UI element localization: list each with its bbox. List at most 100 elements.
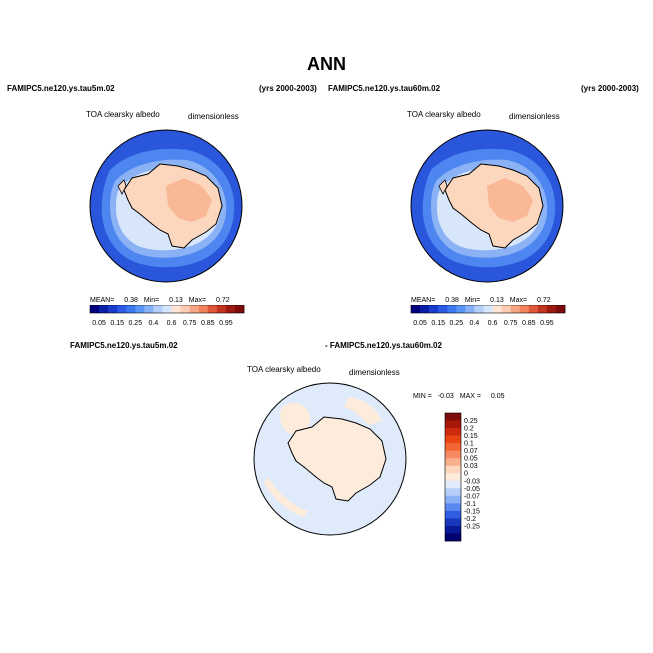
colorbar-tick-label: -0.03 (464, 478, 480, 485)
colorbar-swatch (445, 443, 461, 451)
colorbar-swatch (180, 305, 190, 313)
min-value: 0.13 (490, 297, 504, 304)
colorbar-tick-label: 0.25 (128, 320, 142, 327)
east-antarctic-plateau (166, 178, 212, 222)
colorbar-swatch (420, 305, 430, 313)
max-value: 0.05 (490, 393, 505, 400)
page-title: ANN (307, 54, 346, 74)
colorbar-tick-label: -0.15 (464, 508, 480, 515)
colorbar-tick-label: 0.05 (413, 320, 427, 327)
min-value: 0.13 (169, 297, 183, 304)
panel2-variable: TOA clearsky albedo (407, 110, 481, 119)
panel1-variable: TOA clearsky albedo (86, 110, 160, 119)
colorbar-swatch (207, 305, 218, 313)
colorbar-tick-label: 0.2 (464, 426, 474, 433)
colorbar-swatch (438, 305, 448, 313)
colorbar-tick-label: 0.75 (183, 320, 197, 327)
colorbar-tick-label: -0.2 (464, 516, 476, 523)
colorbar-swatch (445, 413, 461, 421)
colorbar-tick-label: -0.25 (464, 523, 480, 530)
colorbar-tick-label: -0.05 (464, 486, 480, 493)
colorbar-swatch (117, 305, 127, 313)
colorbar-swatch (474, 305, 484, 313)
colorbar-swatch (445, 488, 461, 497)
ocean-positive-patch (264, 477, 308, 517)
colorbar-swatch (189, 305, 200, 313)
max-label: Max= (509, 297, 528, 304)
min-label: Min= (464, 297, 481, 304)
colorbar-tick-label: 0.85 (201, 320, 215, 327)
colorbar-tick-label: 0.4 (149, 320, 159, 327)
colorbar-swatch (519, 305, 530, 313)
mean-value: 0.38 (124, 297, 138, 304)
colorbar-swatch (528, 305, 539, 313)
colorbar-swatch (456, 305, 466, 313)
colorbar-tick-label: 0.6 (488, 320, 498, 327)
colorbar-tick-label: 0.75 (504, 320, 518, 327)
colorbar-swatch (225, 305, 236, 313)
colorbar-tick-label: 0.4 (470, 320, 480, 327)
colorbar-tick-label: 0.05 (92, 320, 106, 327)
colorbar-tick-label: 0.05 (464, 456, 478, 463)
colorbar-tick-label: 0.15 (431, 320, 445, 327)
antarctica-coastline (287, 416, 387, 502)
panel1-years: (yrs 2000-2003) (259, 84, 317, 93)
mean-value: 0.38 (445, 297, 459, 304)
colorbar-tick-label: 0.25 (464, 418, 478, 425)
panel1-case-name: FAMIPC5.ne120.ys.tau5m.02 (7, 84, 115, 93)
colorbar-swatch (445, 533, 461, 542)
colorbar-swatch (483, 305, 493, 313)
colorbar-swatch (445, 428, 461, 436)
diff-units: dimensionless (349, 368, 400, 377)
colorbar-tick-label: -0.1 (464, 501, 476, 508)
colorbar-tick-label: 0.95 (540, 320, 554, 327)
colorbar-swatch (445, 495, 461, 504)
colorbar-tick-label: -0.07 (464, 493, 480, 500)
panel2-stats: MEAN= 0.38 Min= 0.13 Max= 0.72 (411, 297, 551, 304)
colorbar-swatch (153, 305, 163, 313)
antarctica-continent (288, 417, 386, 501)
max-value: 0.72 (537, 297, 551, 304)
mean-label: MEAN= (411, 297, 436, 304)
colorbar-swatch (445, 480, 461, 489)
colorbar-tick-label: 0.95 (219, 320, 233, 327)
panel1-colorbar: 0.05 0.15 0.25 0.4 0.6 0.75 0.85 0.95 (89, 305, 245, 327)
colorbar-swatch (144, 305, 154, 313)
colorbar-swatch (501, 305, 511, 313)
colorbar-swatch (445, 420, 461, 429)
colorbar-swatch (445, 458, 461, 467)
colorbar-swatch (546, 305, 557, 313)
panel2-polar-map (410, 129, 564, 283)
colorbar-swatch (492, 305, 502, 313)
colorbar-tick-label: 0.85 (522, 320, 536, 327)
colorbar-tick-label: 0.07 (464, 448, 478, 455)
colorbar-swatch (135, 305, 145, 313)
colorbar-swatch (198, 305, 209, 313)
max-label: Max= (188, 297, 207, 304)
panel1-stats: MEAN= 0.38 Min= 0.13 Max= 0.72 (90, 297, 230, 304)
difference-polar-map (253, 382, 407, 536)
min-value: -0.03 (437, 393, 454, 400)
diff-case-a: FAMIPC5.ne120.ys.tau5m.02 (70, 341, 178, 350)
panel1-polar-map (89, 129, 243, 283)
diff-stats: MIN = -0.03 MAX = 0.05 (413, 393, 505, 400)
antarctic-peninsula (117, 179, 127, 195)
east-antarctic-plateau (487, 178, 533, 222)
colorbar-swatch (465, 305, 475, 313)
colorbar-swatch (234, 305, 245, 313)
colorbar-swatch (99, 305, 109, 313)
colorbar-swatch (126, 305, 136, 313)
colorbar-swatch (90, 305, 100, 313)
antarctic-peninsula (438, 179, 448, 195)
colorbar-swatch (445, 435, 461, 444)
colorbar-swatch (171, 305, 181, 313)
colorbar-swatch (445, 518, 461, 527)
colorbar-swatch (445, 525, 461, 534)
max-value: 0.72 (216, 297, 230, 304)
colorbar-swatch (162, 305, 172, 313)
colorbar-tick-label: 0.1 (464, 441, 474, 448)
panel2-colorbar: 0.05 0.15 0.25 0.4 0.6 0.75 0.85 0.95 (410, 305, 566, 327)
difference-colorbar: 0.250.20.150.10.070.050.030-0.03-0.05-0.… (444, 412, 480, 542)
colorbar-tick-label: 0.15 (110, 320, 124, 327)
colorbar-swatch (445, 510, 461, 519)
